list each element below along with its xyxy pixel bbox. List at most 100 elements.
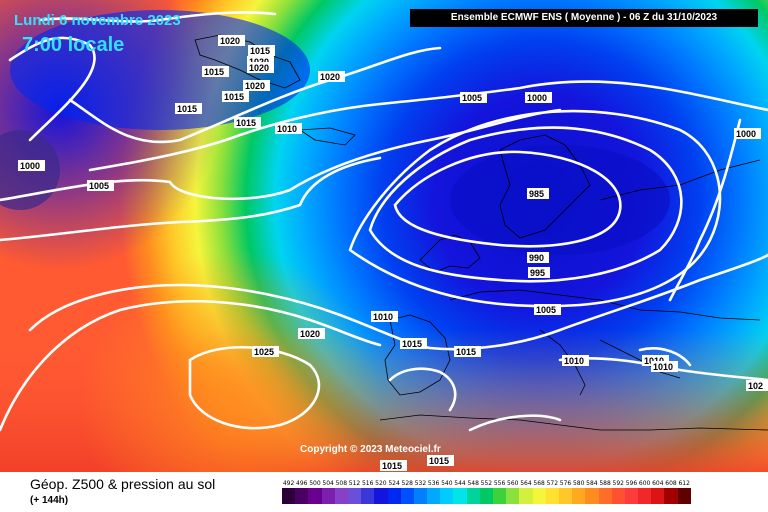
scale-value: 508: [335, 480, 348, 487]
svg-text:1025: 1025: [254, 347, 274, 357]
scale-value: 536: [427, 480, 440, 487]
scale-cell: 548: [466, 480, 480, 504]
scale-swatch: [493, 488, 507, 504]
scale-value: 564: [520, 480, 532, 487]
svg-text:1010: 1010: [564, 356, 584, 366]
scale-value: 612: [678, 480, 690, 487]
scale-cell: 512: [347, 480, 362, 504]
svg-text:1015: 1015: [250, 46, 270, 56]
isobar-label: 990: [527, 252, 549, 263]
isobar-label: 1020: [298, 328, 325, 339]
isobar-label: 995: [528, 267, 550, 278]
scale-cell: 608: [664, 480, 678, 504]
isobar-label: 1000: [18, 160, 45, 171]
azores-high-shading: [0, 0, 768, 472]
isobar-label: 1020: [318, 71, 345, 82]
scale-cell: 556: [493, 480, 507, 504]
scale-swatch: [545, 488, 559, 504]
scale-value: 496: [296, 480, 308, 487]
copyright-notice: Copyright © 2023 Meteociel.fr: [300, 444, 441, 455]
scale-swatch: [664, 488, 678, 504]
isobar-label: 1020: [247, 62, 274, 73]
forecast-date: Lundi 6 novembre 2023: [14, 12, 181, 29]
scale-cell: 516: [361, 480, 375, 504]
scale-cell: 560: [506, 480, 520, 504]
svg-text:1015: 1015: [402, 339, 422, 349]
scale-value: 512: [348, 480, 361, 487]
svg-text:1015: 1015: [224, 92, 244, 102]
scale-swatch: [453, 488, 467, 504]
scale-swatch: [466, 488, 480, 504]
svg-text:1020: 1020: [300, 329, 320, 339]
isobar-label: 1020: [243, 80, 270, 91]
scale-cell: 524: [387, 480, 401, 504]
scale-value: 608: [665, 480, 677, 487]
scale-cell: 584: [585, 480, 599, 504]
scale-swatch: [413, 488, 428, 504]
scale-value: 544: [454, 480, 466, 487]
isobar-label: 1000: [734, 128, 761, 139]
isobar-label: 1010: [651, 361, 678, 372]
scale-value: 504: [322, 480, 334, 487]
model-run-banner: Ensemble ECMWF ENS ( Moyenne ) - 06 Z du…: [410, 9, 758, 27]
svg-text:1005: 1005: [89, 181, 109, 191]
isobar-label: 1015: [380, 460, 407, 471]
scale-swatch: [387, 488, 401, 504]
scale-value: 604: [652, 480, 664, 487]
scale-value: 556: [493, 480, 506, 487]
coastlines: [194, 34, 768, 431]
scale-cell: 532: [413, 480, 428, 504]
isobar-label: 1015: [427, 455, 454, 466]
svg-text:985: 985: [529, 189, 544, 199]
svg-text:1010: 1010: [373, 312, 393, 322]
svg-text:990: 990: [529, 253, 544, 263]
isobar-label: 1010: [275, 123, 302, 134]
scale-swatch: [308, 488, 322, 504]
scale-value: 588: [599, 480, 611, 487]
scale-value: 600: [638, 480, 651, 487]
scale-value: 580: [572, 480, 585, 487]
scale-swatch: [427, 488, 441, 504]
svg-text:995: 995: [530, 268, 545, 278]
color-scale: 492 496 500 504 508 512 516 520 524 528 532 536 540 5…: [282, 480, 691, 504]
scale-swatch: [506, 488, 520, 504]
scale-value: 524: [388, 480, 400, 487]
svg-text:1015: 1015: [456, 347, 476, 357]
svg-text:1000: 1000: [527, 93, 547, 103]
scale-swatch: [347, 488, 362, 504]
scale-cell: 568: [532, 480, 546, 504]
isobar-label: 1015: [234, 117, 261, 128]
svg-text:1015: 1015: [177, 104, 197, 114]
scale-cell: 576: [558, 480, 573, 504]
isobar-label: 985: [527, 188, 549, 199]
scale-swatch: [282, 488, 296, 504]
scale-cell: 528: [400, 480, 414, 504]
scale-value: 576: [559, 480, 572, 487]
isobar-label: 1005: [534, 304, 561, 315]
isobar-label: 1015: [202, 66, 229, 77]
scale-cell: 596: [624, 480, 639, 504]
geopotential-map: 1020 1015 1020 1020 1015 1020 1015 1015 …: [0, 0, 768, 472]
isobar-label: 1015: [400, 338, 427, 349]
scale-value: 552: [480, 480, 493, 487]
scale-swatch: [400, 488, 414, 504]
svg-text:1020: 1020: [320, 72, 340, 82]
scale-value: 520: [375, 480, 387, 487]
isobar-label: 1025: [252, 346, 279, 357]
scale-swatch: [677, 488, 691, 504]
scale-value: 528: [401, 480, 413, 487]
scale-value: 516: [361, 480, 374, 487]
scale-cell: 600: [638, 480, 652, 504]
scale-cell: 536: [427, 480, 441, 504]
svg-text:1000: 1000: [736, 129, 756, 139]
svg-text:1020: 1020: [220, 36, 240, 46]
legend-footer: Géop. Z500 & pression au sol (+ 144h) 49…: [0, 472, 768, 512]
svg-text:1010: 1010: [653, 362, 673, 372]
scale-swatch: [519, 488, 533, 504]
scale-swatch: [638, 488, 652, 504]
isobar-label: 1015: [248, 45, 275, 56]
isobar-label: 1005: [460, 92, 487, 103]
isobar-label: 1015: [175, 103, 202, 114]
scale-swatch: [558, 488, 573, 504]
